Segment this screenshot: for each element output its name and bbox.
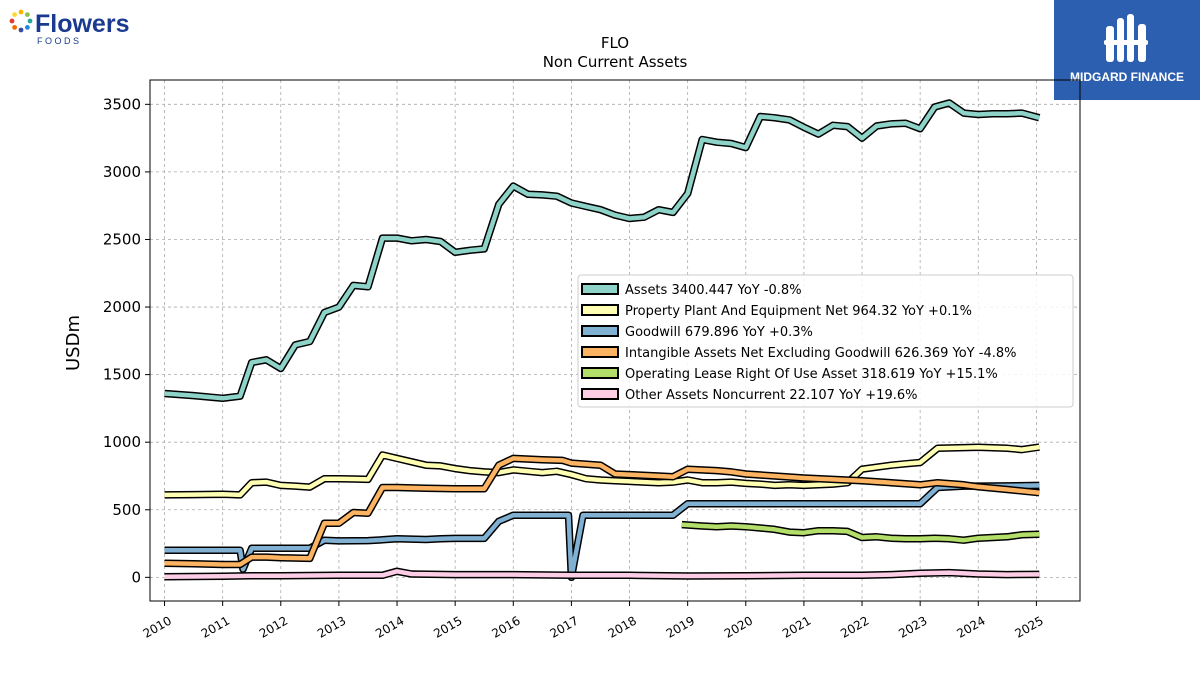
series-line-outline [164,481,1040,582]
legend-entry: Intangible Assets Net Excluding Goodwill… [625,346,1016,361]
legend-entry: Goodwill 679.896 YoY +0.3% [625,325,813,340]
x-tick-label: 2019 [664,613,697,640]
series-5 [164,567,1040,581]
legend-entry: Assets 3400.447 YoY -0.8% [625,283,802,298]
flower-icon [9,9,33,33]
series-2 [164,481,1040,582]
logo-subtitle: FOODS [37,36,82,46]
legend-swatch [581,325,619,337]
series-0 [164,99,1041,403]
y-tick-label: 3500 [103,95,141,113]
legend: Assets 3400.447 YoY -0.8% Property Plant … [577,274,1074,408]
plot-frame [149,79,1081,602]
x-tick-label: 2017 [547,613,580,640]
y-tick-label: 3000 [103,163,141,181]
x-tick-label: 2013 [315,613,348,640]
y-axis-label: USDm [63,315,84,371]
series-line [681,522,1040,543]
flowers-foods-logo: Flowers FOODS [9,9,129,46]
midgard-finance-logo: MIDGARD FINANCE [1054,0,1200,100]
midgard-emblem-icon [1104,14,1148,62]
series-line [164,456,1040,567]
midgard-wordmark: MIDGARD FINANCE [1070,70,1184,84]
legend-entry: Property Plant And Equipment Net 964.32 … [625,304,972,319]
legend-swatch [581,388,619,400]
y-tick-label: 500 [112,501,141,519]
y-tick-label: 0 [131,568,141,586]
x-tick-label: 2025 [1012,613,1045,640]
x-tick-label: 2023 [896,613,929,640]
legend-swatch [581,346,619,358]
series-layer [164,99,1041,582]
series-line [164,483,1040,580]
legend-swatch [581,367,619,379]
series-3 [164,454,1040,569]
y-tick-label: 1000 [103,433,141,451]
x-tick-label: 2012 [257,613,290,640]
legend-swatch [581,304,619,316]
x-tick-label: 2022 [838,613,871,640]
legend-entry: Operating Lease Right Of Use Asset 318.6… [625,367,998,382]
legend-swatch [581,283,619,295]
series-line [164,444,1040,498]
x-tick-label: 2014 [373,613,406,640]
series-line [164,100,1040,401]
series-4 [681,520,1040,544]
x-tick-label: 2020 [722,613,755,640]
x-tick-label: 2015 [431,613,464,640]
x-tick-label: 2011 [199,613,232,640]
x-tick-label: 2010 [141,613,174,640]
y-tick-label: 1500 [103,366,141,384]
x-tick-label: 2016 [489,613,522,640]
x-tick-label: 2021 [780,613,813,640]
y-tick-label: 2000 [103,298,141,316]
chart-title: FLO [601,34,629,52]
x-axis: 2010 2011 2012 2013 2014 2015 2016 2017 2018 2019… [141,601,1046,641]
legend-box [577,274,1074,408]
x-tick-label: 2024 [954,613,987,640]
legend-entry: Other Assets Noncurrent 22.107 YoY +19.6… [625,388,917,403]
series-1 [164,443,1040,499]
x-tick-label: 2018 [606,613,639,640]
y-tick-label: 2500 [103,230,141,248]
series-line [164,569,1040,579]
logo-wordmark: Flowers [35,10,129,38]
y-axis: 0 500 1000 1500 2000 2500 3000 3500 [103,95,150,586]
chart-subtitle: Non Current Assets [543,53,688,71]
